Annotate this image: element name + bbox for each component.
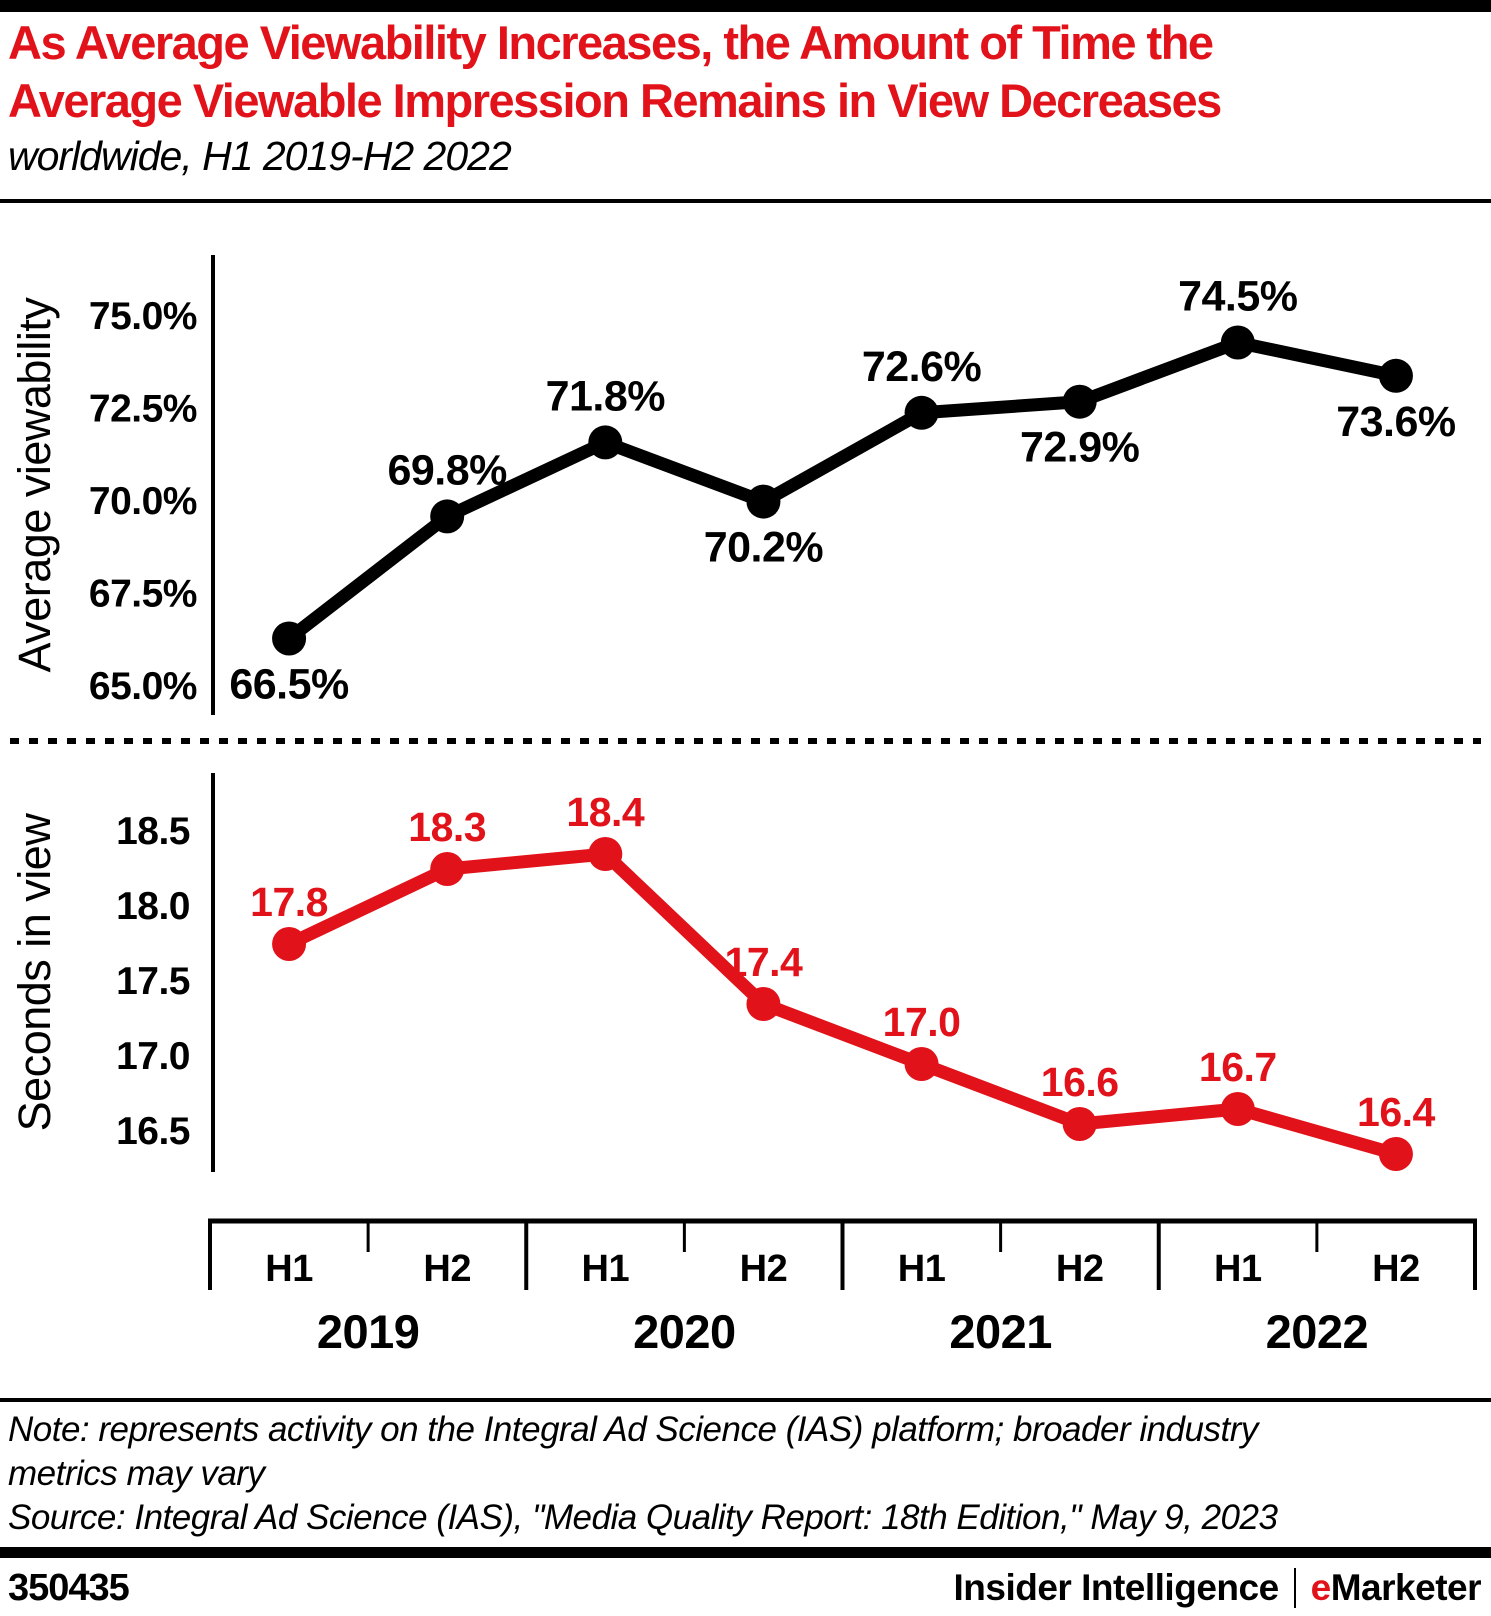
data-label: 74.5% — [1178, 273, 1298, 321]
page-subtitle: worldwide, H1 2019-H2 2022 — [8, 133, 512, 179]
y-axis-title: Average viewability — [9, 297, 60, 673]
data-point — [746, 987, 781, 1021]
series-line — [286, 847, 1398, 1161]
year-label: 2020 — [633, 1305, 736, 1358]
brand-emarketer: eMarketer — [1310, 1567, 1482, 1609]
series-line — [285, 335, 1398, 644]
brand-insider-intelligence: Insider Intelligence — [953, 1567, 1280, 1608]
data-point — [588, 425, 623, 460]
half-year-label: H1 — [582, 1248, 630, 1290]
half-year-label: H2 — [423, 1248, 471, 1290]
data-label: 17.8 — [250, 879, 328, 925]
page-title: As Average Viewability Increases, the Am… — [8, 14, 1486, 130]
data-point — [1062, 384, 1097, 419]
data-point — [588, 837, 623, 871]
page-title-line2: Average Viewable Impression Remains in V… — [8, 74, 1222, 127]
header-divider — [0, 199, 1491, 203]
y-tick-label: 17.5 — [116, 960, 190, 1003]
data-label: 16.4 — [1357, 1089, 1435, 1135]
y-axis-title: Seconds in view — [9, 813, 60, 1132]
data-point — [1062, 1107, 1097, 1141]
data-point — [746, 484, 781, 519]
half-year-label: H2 — [740, 1248, 788, 1290]
line-chart-seconds: 18.5 18.0 17.5 17.0 16.5 Seconds in view 17.8 1… — [9, 773, 1436, 1172]
data-label: 16.6 — [1041, 1059, 1119, 1105]
y-tick-label: 18.0 — [116, 885, 190, 928]
data-label: 17.0 — [883, 999, 961, 1045]
footnote-divider — [0, 1398, 1491, 1402]
data-point — [272, 621, 307, 656]
y-tick-label: 16.5 — [116, 1110, 190, 1153]
data-label: 72.6% — [862, 343, 982, 391]
y-tick-label: 65.0% — [89, 665, 197, 708]
brand-lockup: Insider Intelligence eMarketer — [954, 1567, 1482, 1609]
data-point — [904, 1047, 939, 1081]
data-label: 71.8% — [546, 372, 666, 420]
half-year-label: H2 — [1372, 1248, 1420, 1290]
data-label: 72.9% — [1020, 424, 1140, 472]
data-point — [1220, 325, 1255, 360]
brand-emarketer-rest: Marketer — [1330, 1567, 1482, 1608]
data-label: 18.4 — [566, 789, 644, 835]
y-tick-label: 67.5% — [89, 573, 197, 616]
chart-canvas: 75.0% 72.5% 70.0% 67.5% 65.0% Average viewabi… — [9, 255, 1481, 1358]
data-label: 17.4 — [725, 939, 803, 985]
half-year-label: H1 — [1214, 1248, 1262, 1290]
chart-id: 350435 — [8, 1566, 130, 1609]
year-label: 2021 — [949, 1305, 1052, 1358]
y-tick-label: 70.0% — [89, 480, 197, 523]
half-year-label: H2 — [1056, 1248, 1104, 1290]
y-tick-label: 72.5% — [89, 388, 197, 431]
data-point — [430, 852, 465, 886]
y-tick-label: 75.0% — [89, 295, 197, 338]
data-label: 70.2% — [704, 524, 824, 572]
data-point — [904, 395, 939, 430]
brand-divider — [1293, 1568, 1296, 1608]
source-text: Source: Integral Ad Science (IAS), "Medi… — [8, 1498, 1278, 1537]
data-point — [1220, 1092, 1255, 1126]
half-year-label: H1 — [898, 1248, 946, 1290]
year-label: 2019 — [317, 1305, 420, 1358]
footer-black-bar — [0, 1547, 1491, 1558]
page-title-line1: As Average Viewability Increases, the Am… — [8, 16, 1214, 69]
data-label: 18.3 — [408, 804, 486, 850]
brand-emarketer-e: e — [1310, 1567, 1332, 1608]
top-black-bar — [0, 0, 1491, 12]
data-point — [430, 499, 465, 534]
data-label: 16.7 — [1199, 1044, 1277, 1090]
data-label: 69.8% — [387, 446, 507, 494]
half-year-label: H1 — [265, 1248, 313, 1290]
line-chart-viewability: 75.0% 72.5% 70.0% 67.5% 65.0% Average viewabi… — [9, 255, 1456, 715]
footer-row: 350435 Insider Intelligence eMarketer — [8, 1565, 1482, 1611]
note-line2: metrics may vary — [8, 1454, 265, 1493]
data-point — [1378, 1137, 1413, 1171]
data-label: 66.5% — [229, 661, 349, 709]
data-point — [272, 927, 307, 961]
chart-area: 75.0% 72.5% 70.0% 67.5% 65.0% Average viewabi… — [0, 230, 1491, 1360]
y-tick-label: 17.0 — [116, 1035, 190, 1078]
data-point — [1378, 358, 1413, 393]
y-tick-label: 18.5 — [116, 810, 190, 853]
year-label: 2022 — [1266, 1305, 1369, 1358]
note-text: Note: represents activity on the Integra… — [8, 1408, 1478, 1496]
note-line1: Note: represents activity on the Integra… — [8, 1410, 1258, 1449]
data-label: 73.6% — [1336, 398, 1456, 446]
